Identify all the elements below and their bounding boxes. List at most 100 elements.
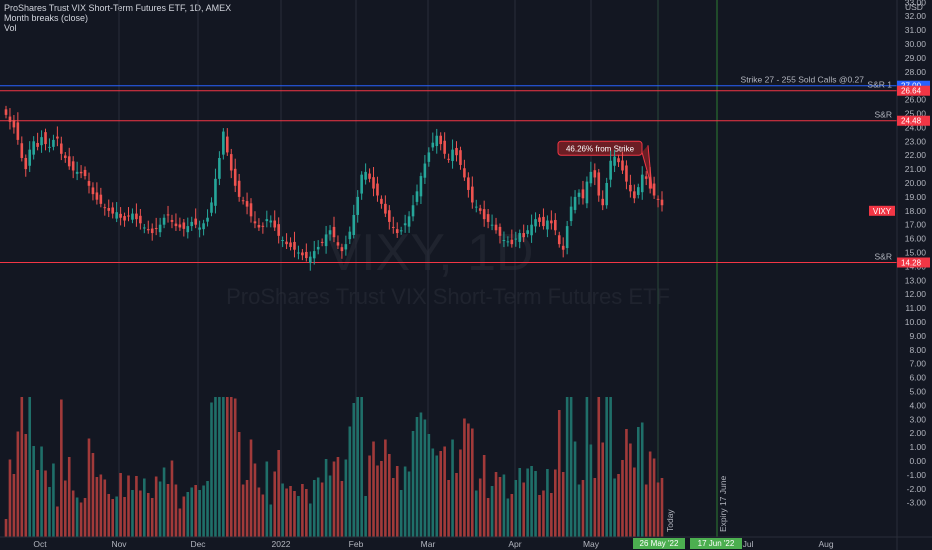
volume-bar	[391, 478, 395, 537]
volume-bar	[12, 474, 16, 537]
volume-bar	[4, 519, 8, 537]
indicator-volume[interactable]: Vol	[4, 23, 17, 33]
candle-body	[24, 157, 28, 170]
volume-bar	[261, 494, 265, 537]
candle-body	[91, 187, 95, 195]
volume-bar	[328, 475, 332, 537]
y-tick-label: 17.00	[905, 220, 927, 230]
chart-title: ProShares Trust VIX Short-Term Futures E…	[4, 3, 232, 13]
candle-body	[376, 183, 379, 196]
y-tick-label: -2.00	[907, 484, 927, 494]
volume-bar	[660, 478, 664, 537]
volume-bar	[518, 468, 522, 537]
candle-body	[431, 142, 435, 148]
volume-bar	[554, 469, 557, 537]
y-tick-label: 9.00	[909, 331, 926, 341]
candle-body	[605, 183, 608, 206]
candle-body	[640, 174, 644, 193]
candle-body	[356, 196, 360, 215]
volume-bar	[356, 397, 360, 537]
candle-body	[660, 199, 664, 206]
candle-body	[328, 230, 332, 235]
volume-bar	[162, 467, 166, 537]
strike-label: Strike 27 - 255 Sold Calls @0.27	[741, 75, 865, 85]
volume-bar	[538, 495, 541, 537]
volume-bar	[297, 496, 300, 537]
volume-bar	[656, 482, 660, 537]
volume-bar	[119, 473, 122, 537]
price-tag	[897, 80, 930, 91]
volume-bar	[380, 461, 383, 537]
callout-text: 46.26% from Strike	[566, 144, 635, 153]
indicator-month-breaks[interactable]: Month breaks (close)	[4, 13, 89, 23]
volume-bar	[174, 484, 178, 537]
candle-body	[490, 224, 494, 226]
volume-bar	[486, 498, 490, 537]
candle-body	[352, 214, 356, 235]
volume-bar	[613, 478, 616, 537]
volume-bar	[139, 490, 142, 537]
candle-body	[459, 150, 462, 165]
candle-body	[52, 139, 55, 147]
volume-bar	[490, 486, 494, 537]
volume-bar	[265, 461, 269, 537]
volume-bar	[502, 474, 506, 537]
volume-bar	[439, 451, 442, 537]
y-tick-label: -3.00	[907, 498, 927, 508]
volume-bar	[222, 397, 225, 537]
watermark-name: ProShares Trust VIX Short-Term Futures E…	[226, 284, 670, 309]
x-tick-label: 2022	[272, 539, 291, 549]
candle-body	[194, 218, 197, 225]
candle-body	[40, 137, 43, 146]
volume-bar	[419, 412, 423, 537]
candle-body	[222, 131, 225, 155]
volume-bar	[198, 490, 201, 537]
candle-body	[423, 163, 427, 178]
x-tick-label: Feb	[349, 539, 364, 549]
candle-body	[534, 219, 537, 227]
volume-bar	[103, 479, 107, 537]
candle-body	[257, 224, 261, 228]
candle-body	[518, 233, 522, 242]
candle-body	[87, 181, 91, 186]
volume-bar	[550, 493, 553, 537]
candle-body	[478, 208, 482, 211]
candle-body	[348, 231, 352, 240]
candle-body	[218, 157, 221, 179]
volume-bar	[308, 503, 312, 537]
volume-bar	[83, 498, 87, 537]
volume-bar	[127, 475, 130, 537]
volume-bar	[60, 399, 63, 537]
candle-body	[364, 171, 367, 180]
candle-body	[629, 184, 632, 192]
volume-bar	[95, 477, 99, 537]
candle-body	[139, 215, 142, 224]
volume-bar	[415, 417, 419, 537]
volume-bar	[237, 432, 241, 537]
volume-bar	[214, 397, 217, 537]
candle-body	[16, 122, 20, 140]
volume-bar	[56, 506, 59, 537]
volume-bar	[324, 459, 328, 537]
candle-body	[154, 228, 158, 230]
y-tick-label: 32.00	[905, 11, 927, 21]
volume-bar	[115, 496, 118, 537]
volume-bar	[210, 402, 213, 537]
volume-bar	[451, 439, 454, 537]
candle-body	[471, 186, 474, 203]
volume-bar	[648, 451, 652, 537]
candle-body	[510, 239, 514, 245]
volume-bar	[289, 486, 292, 537]
volume-bar	[530, 466, 533, 537]
candle-body	[305, 251, 308, 259]
x-tick-label: Oct	[33, 539, 47, 549]
volume-bar	[107, 494, 111, 537]
x-tick-label: Nov	[111, 539, 127, 549]
candle-body	[174, 223, 178, 227]
volume-bar	[233, 398, 237, 537]
volume-bar	[498, 477, 502, 537]
volume-bar	[158, 481, 162, 537]
candle-body	[526, 230, 529, 234]
candle-body	[63, 155, 67, 158]
